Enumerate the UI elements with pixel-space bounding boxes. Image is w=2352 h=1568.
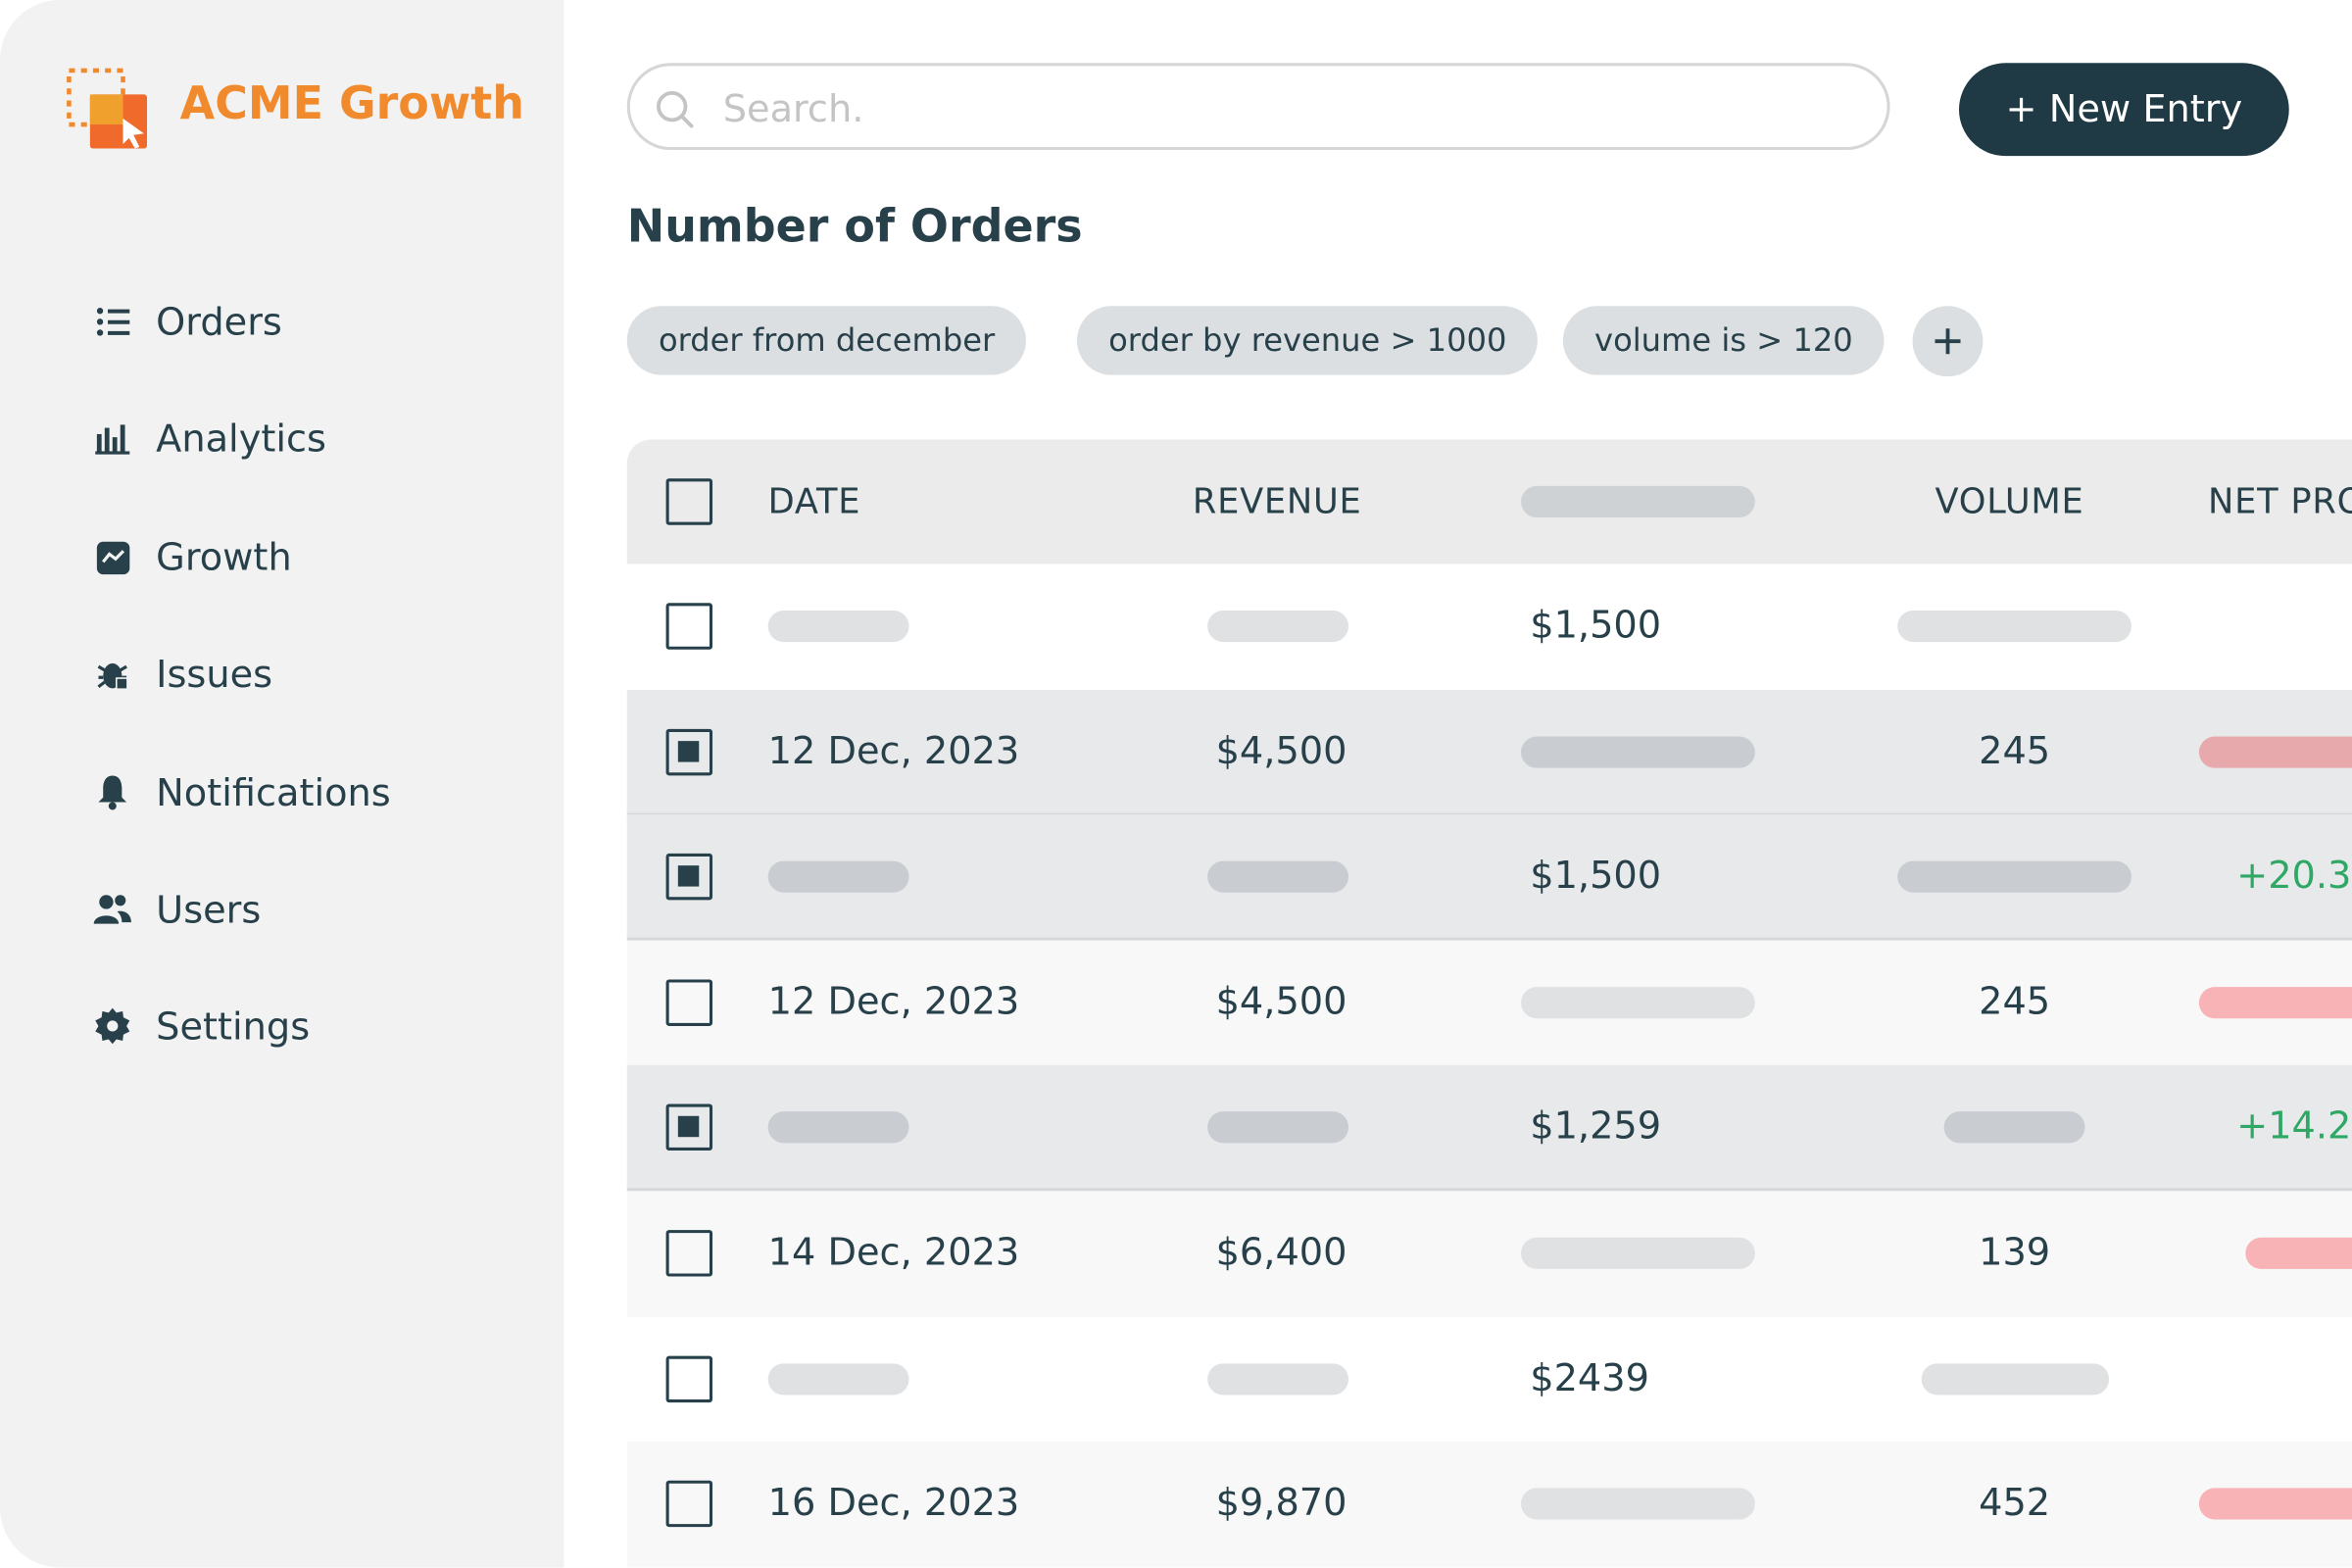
checkbox[interactable]	[665, 1481, 713, 1528]
table-row: 12 Dec, 2023 $4,500 245	[626, 689, 2352, 816]
nav-item[interactable]: Issues	[156, 653, 273, 697]
amount-cell: $1,500	[1530, 854, 1662, 898]
logo-icon	[67, 68, 147, 149]
revenue-placeholder	[1207, 1111, 1349, 1144]
net-profit-cell: +14.25	[2236, 1104, 2352, 1149]
date-cell: 12 Dec, 2023	[767, 728, 1020, 772]
revenue-placeholder	[1207, 860, 1349, 894]
plus-icon	[1935, 328, 1961, 355]
profit-placeholder	[2198, 1488, 2352, 1520]
revenue-cell: $9,870	[1215, 1481, 1348, 1525]
volume-cell: 245	[1979, 979, 2051, 1023]
volume-placeholder	[1920, 1362, 2109, 1395]
table-row: $1,500	[626, 564, 2352, 691]
nav-item[interactable]: Analytics	[156, 417, 326, 462]
checkbox-check	[677, 865, 700, 887]
search-icon	[657, 90, 694, 128]
nav-icon	[97, 663, 128, 691]
table-row: $1,500 +20.33	[626, 814, 2352, 941]
amount-placeholder	[1521, 1488, 1755, 1520]
checkbox[interactable]	[665, 979, 713, 1026]
filter-chip[interactable]: volume is > 120	[1562, 306, 1885, 375]
net-profit-cell: +20.33	[2236, 854, 2352, 898]
amount-cell: $1,500	[1530, 603, 1662, 647]
checkbox[interactable]	[665, 1230, 713, 1277]
revenue-placeholder	[1207, 610, 1349, 643]
volume-placeholder	[1897, 610, 2132, 643]
filter-chip[interactable]: order from december	[626, 306, 1027, 375]
date-cell: 16 Dec, 2023	[767, 1481, 1020, 1525]
profit-placeholder	[2245, 1237, 2352, 1269]
table-row: $1,259 +14.25	[626, 1065, 2352, 1192]
revenue-cell: $4,500	[1215, 979, 1348, 1023]
table-header: DATE REVENUE VOLUME NET PROFIT	[626, 439, 2352, 564]
nav-item[interactable]: Orders	[156, 300, 282, 344]
sidebar: ACME Growth Orders Analytics Growth Issues N…	[0, 0, 564, 1568]
nav-icon	[95, 425, 130, 456]
column-header: DATE	[767, 482, 861, 522]
amount-cell: $1,259	[1530, 1104, 1662, 1149]
date-placeholder	[767, 610, 909, 643]
table-row: 14 Dec, 2023 $6,400 139	[626, 1191, 2352, 1317]
column-header: NET PROFIT	[2208, 482, 2352, 522]
revenue-cell: $4,500	[1215, 728, 1348, 772]
volume-placeholder	[1943, 1111, 2085, 1144]
nav-icon	[96, 541, 130, 574]
amount-placeholder	[1521, 735, 1755, 768]
search-box[interactable]: Search.	[626, 63, 1890, 151]
checkbox[interactable]	[665, 728, 713, 775]
checkbox[interactable]	[665, 1355, 713, 1402]
checkbox-check	[677, 1116, 700, 1138]
nav-item[interactable]: Notifications	[156, 770, 391, 814]
revenue-cell: $6,400	[1215, 1230, 1348, 1274]
add-filter-button[interactable]	[1912, 306, 1984, 377]
nav-item[interactable]: Settings	[156, 1005, 311, 1050]
nav-item[interactable]: Growth	[156, 535, 292, 579]
volume-placeholder	[1897, 860, 2132, 894]
date-cell: 14 Dec, 2023	[767, 1230, 1020, 1274]
checkbox[interactable]	[665, 1104, 713, 1152]
checkbox[interactable]	[665, 478, 713, 525]
checkbox[interactable]	[665, 854, 713, 901]
table-row: $2439	[626, 1316, 2352, 1443]
nav-icon	[98, 774, 127, 809]
search-placeholder: Search.	[722, 86, 864, 131]
orders-table: DATE REVENUE VOLUME NET PROFIT $1,500 12 Dec,…	[626, 439, 2352, 1568]
profit-placeholder	[2198, 735, 2352, 768]
volume-cell: 139	[1979, 1230, 2051, 1274]
nav-icon	[96, 308, 130, 336]
volume-cell: 245	[1979, 728, 2051, 772]
column-header: REVENUE	[1192, 482, 1362, 522]
date-placeholder	[767, 1362, 909, 1395]
table-row: 12 Dec, 2023 $4,500 245	[626, 940, 2352, 1066]
column-header: VOLUME	[1935, 482, 2084, 522]
header-placeholder	[1521, 485, 1755, 518]
nav-icon	[93, 895, 131, 924]
profit-placeholder	[2198, 986, 2352, 1018]
checkbox[interactable]	[665, 603, 713, 650]
date-placeholder	[767, 860, 909, 894]
brand-name[interactable]: ACME Growth	[179, 77, 524, 131]
new-entry-button[interactable]: + New Entry	[1958, 63, 2289, 157]
filter-chip[interactable]: order by revenue > 1000	[1076, 306, 1539, 375]
date-placeholder	[767, 1111, 909, 1144]
nav-item[interactable]: Users	[156, 888, 262, 932]
revenue-placeholder	[1207, 1362, 1349, 1395]
nav-icon	[95, 1008, 130, 1045]
amount-placeholder	[1521, 986, 1755, 1018]
page-title: Number of Orders	[626, 201, 1083, 254]
table-row: 16 Dec, 2023 $9,870 452	[626, 1442, 2352, 1568]
amount-cell: $2439	[1530, 1355, 1649, 1399]
amount-placeholder	[1521, 1237, 1755, 1269]
checkbox-check	[677, 740, 700, 761]
date-cell: 12 Dec, 2023	[767, 979, 1020, 1023]
volume-cell: 452	[1979, 1481, 2051, 1525]
